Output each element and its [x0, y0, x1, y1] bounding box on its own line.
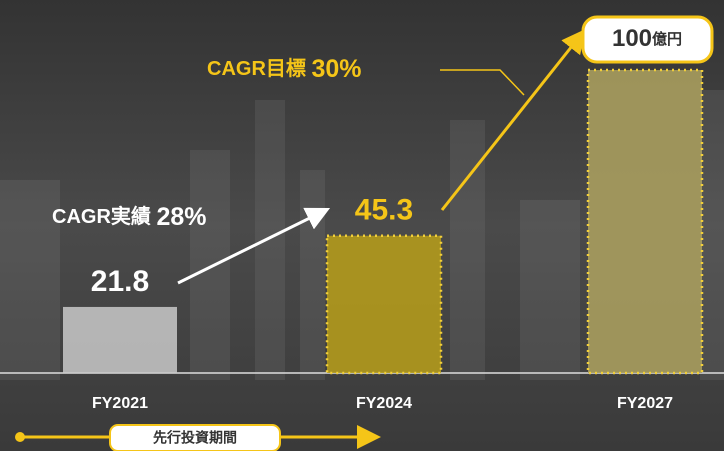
leader-line [440, 69, 525, 96]
annotation-target: CAGR目標 30% [207, 55, 362, 83]
value-label: 45.3 [355, 194, 413, 227]
bar [325, 234, 443, 375]
period-dot [15, 432, 25, 442]
value-unit: 億円 [652, 30, 682, 48]
value-number: 100 [612, 25, 652, 52]
annotation-actual: CAGR実績 28% [52, 203, 207, 231]
arrow-target [440, 28, 586, 211]
city-silhouette [0, 90, 724, 380]
x-tick-label: FY2021 [92, 395, 148, 412]
x-tick-label: FY2027 [617, 395, 673, 412]
value-label: 21.8 [91, 265, 149, 298]
bar [586, 68, 704, 375]
x-tick-label: FY2024 [356, 395, 412, 412]
bar [63, 306, 177, 373]
value-label: 100億円 [612, 25, 682, 52]
arrow-actual [177, 207, 331, 285]
value-box [581, 15, 714, 64]
period-box [109, 424, 281, 451]
period-label: 先行投資期間 [153, 430, 237, 446]
